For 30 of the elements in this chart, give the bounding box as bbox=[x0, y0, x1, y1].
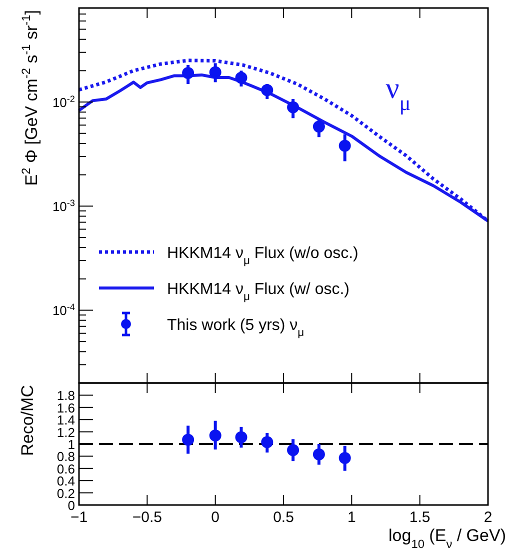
point bbox=[338, 452, 351, 464]
point bbox=[312, 120, 325, 133]
point bbox=[261, 436, 274, 448]
x-tick-label: 1 bbox=[347, 509, 356, 526]
y-tick-label: 10$^{-2}$ bbox=[52, 94, 75, 110]
point bbox=[209, 429, 222, 442]
y-tick-label: 10$^{-4}$ bbox=[52, 302, 75, 318]
x-axis-title: log$_{10}$ (E$_{ν}$ / GeV) bbox=[388, 526, 506, 551]
point bbox=[287, 444, 300, 456]
point bbox=[182, 67, 194, 79]
point bbox=[235, 72, 248, 84]
point bbox=[182, 434, 194, 446]
y-tick-label: 10$^{-3}$ bbox=[52, 198, 75, 214]
point bbox=[312, 448, 325, 460]
x-tick-label: 1.5 bbox=[409, 509, 430, 526]
legend-label: HKKM14 ν$_{μ}$ Flux (w/ osc.) bbox=[167, 281, 350, 303]
legend-label: This work (5 yrs) ν$_{μ}$ bbox=[167, 317, 304, 339]
point bbox=[338, 140, 351, 152]
legend-label: HKKM14 ν$_{μ}$ Flux (w/o osc.) bbox=[167, 245, 358, 267]
annotation: ν$_{μ}$ bbox=[386, 72, 411, 115]
y-tick-label: 1 bbox=[68, 437, 75, 452]
point bbox=[235, 431, 248, 444]
x-tick-label: 2 bbox=[484, 509, 492, 526]
point bbox=[209, 66, 222, 78]
x-tick-label: −0.5 bbox=[132, 509, 162, 526]
y-axis-title: Reco/MC bbox=[18, 385, 37, 456]
point bbox=[287, 101, 300, 114]
x-tick-label: 0 bbox=[211, 509, 220, 526]
x-tick-label: 0.5 bbox=[273, 509, 294, 526]
point bbox=[261, 84, 274, 96]
